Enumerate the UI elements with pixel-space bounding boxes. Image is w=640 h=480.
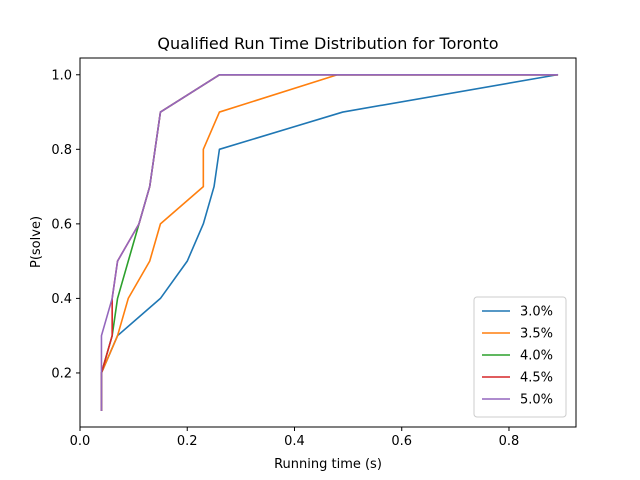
x-tick-label: 0.0 bbox=[70, 434, 91, 449]
plot-frame bbox=[79, 57, 577, 428]
x-tick-label: 0.8 bbox=[499, 434, 520, 449]
x-tick-label: 0.2 bbox=[177, 434, 198, 449]
x-axis-title: Running time (s) bbox=[274, 457, 382, 472]
series-layer bbox=[100, 73, 559, 412]
y-tick-label: 1.0 bbox=[51, 68, 72, 83]
legend-label: 5.0% bbox=[520, 393, 553, 408]
x-tick-label: 0.6 bbox=[391, 434, 412, 449]
legend-label: 4.0% bbox=[520, 349, 553, 364]
y-tick-label: 0.8 bbox=[51, 143, 72, 158]
series-line-5 bbox=[100, 73, 559, 412]
legend-label: 3.5% bbox=[520, 327, 553, 342]
y-tick-label: 0.6 bbox=[51, 217, 72, 232]
chart-title: Qualified Run Time Distribution for Toro… bbox=[157, 34, 498, 53]
y-axis-title: P(solve) bbox=[29, 216, 44, 268]
legend-box bbox=[473, 296, 567, 418]
y-axis: 0.2 0.4 0.6 0.8 1.0 bbox=[51, 68, 80, 381]
x-axis: 0.0 0.2 0.4 0.6 0.8 bbox=[70, 427, 520, 449]
x-tick-label: 0.4 bbox=[284, 434, 305, 449]
legend: 3.0% 3.5% 4.0% 4.5% 5.0% bbox=[473, 296, 567, 418]
y-tick-label: 0.4 bbox=[51, 292, 72, 307]
series-line-2 bbox=[100, 73, 559, 412]
legend-label: 4.5% bbox=[520, 371, 553, 386]
legend-label: 3.0% bbox=[520, 305, 553, 320]
y-tick-label: 0.2 bbox=[51, 366, 72, 381]
